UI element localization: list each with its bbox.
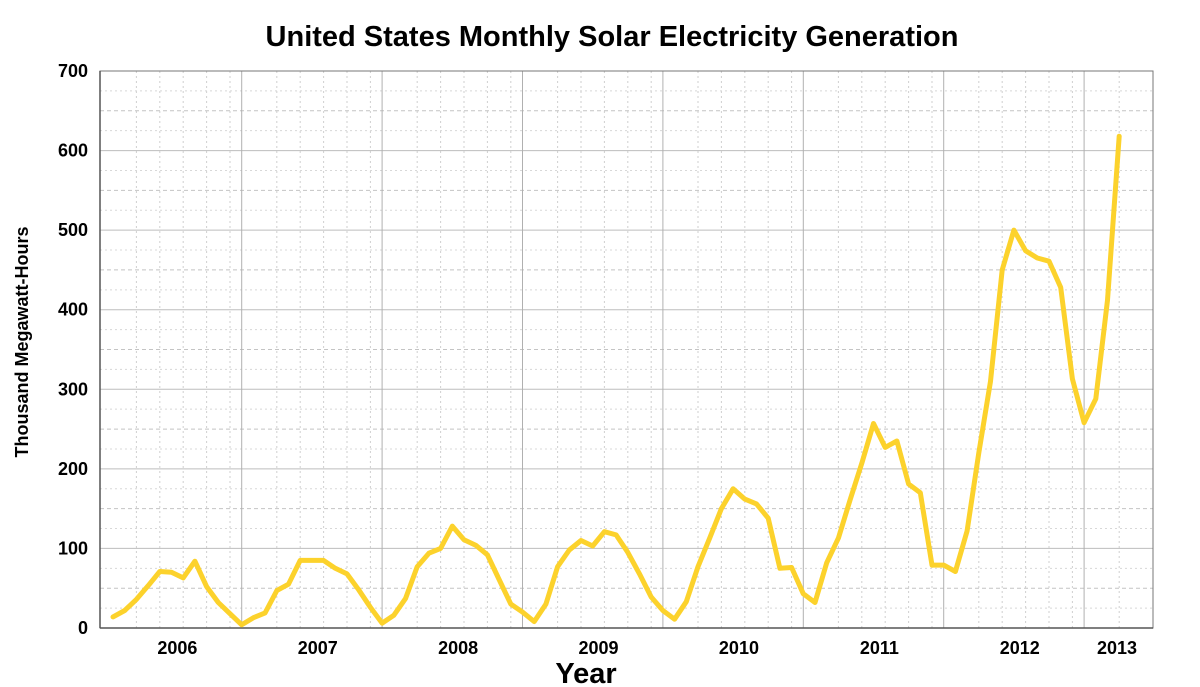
y-tick-label: 200 [58,459,88,479]
x-axis-label: Year [555,658,616,687]
x-tick-label: 2010 [719,638,759,658]
y-tick-label: 600 [58,141,88,161]
series-line [110,133,1122,628]
x-tick-label: 2009 [579,638,619,658]
tick-labels: 0 100 200 300 400 500 600 700 2006 2007 2008 2009 20… [58,61,1137,658]
y-tick-label: 100 [58,538,88,558]
axes [99,71,1153,629]
y-axis-label: Thousand Megawatt-Hours [12,226,32,457]
x-tick-label: 2008 [438,638,478,658]
x-tick-label: 2012 [1000,638,1040,658]
y-tick-label: 400 [58,300,88,320]
x-tick-label: 2006 [157,638,197,658]
chart-title: United States Monthly Solar Electricity … [266,21,959,53]
y-tick-label: 300 [58,379,88,399]
x-tick-label: 2011 [860,638,899,658]
x-tick-label: 2007 [298,638,338,658]
x-tick-label: 2013 [1097,638,1137,658]
y-tick-label: 0 [78,618,88,638]
y-tick-label: 700 [58,61,88,81]
grid [100,70,1153,629]
y-tick-label: 500 [58,220,88,240]
